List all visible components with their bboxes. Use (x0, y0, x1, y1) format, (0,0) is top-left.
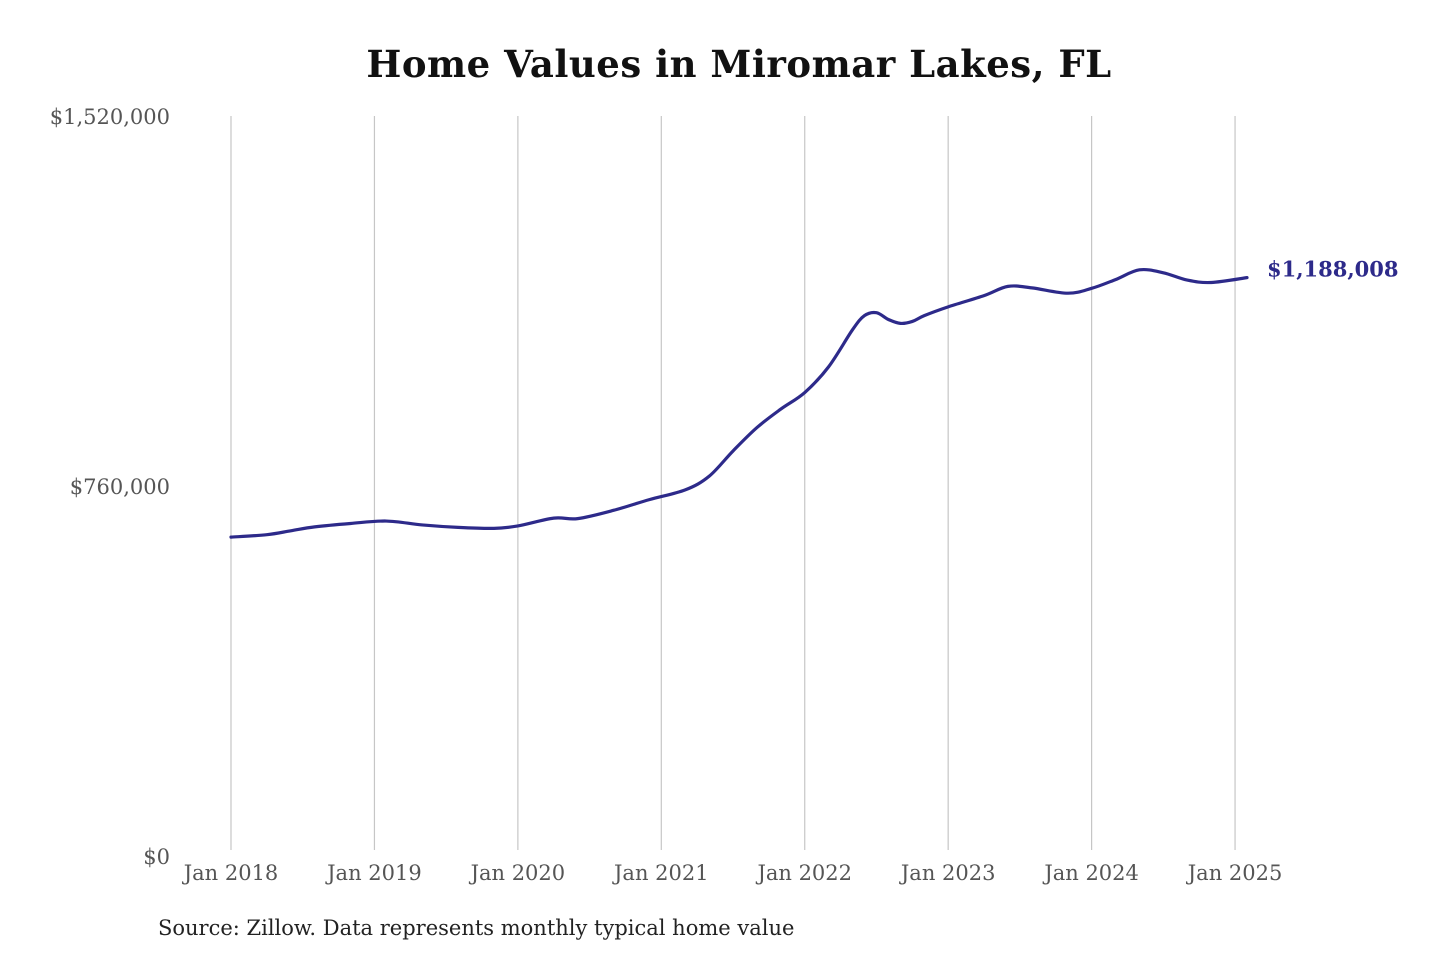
x-tick-label: Jan 2019 (325, 861, 422, 885)
x-tick-label: Jan 2022 (755, 861, 852, 885)
home-value-line (229, 267, 1249, 539)
end-value-label: $1,188,008 (1267, 257, 1399, 282)
gridlines (230, 116, 1236, 850)
y-tick-label: $760,000 (70, 475, 170, 499)
x-tick-label: Jan 2025 (1186, 861, 1283, 885)
y-tick-label: $0 (143, 845, 170, 869)
x-tick-label: Jan 2021 (612, 861, 709, 885)
y-tick-label: $1,520,000 (50, 105, 170, 129)
x-tick-label: Jan 2023 (899, 861, 996, 885)
x-tick-label: Jan 2018 (182, 861, 279, 885)
x-tick-label: Jan 2024 (1042, 861, 1139, 885)
x-tick-label: Jan 2020 (469, 861, 566, 885)
chart-title: Home Values in Miromar Lakes, FL (366, 42, 1112, 86)
x-axis: Jan 2018 Jan 2019 Jan 2020 Jan 2021 Jan 2022… (182, 861, 1283, 885)
y-axis: $1,520,000 $760,000 $0 (50, 105, 170, 869)
series: $1,188,008 (229, 257, 1399, 539)
source-note: Source: Zillow. Data represents monthly … (158, 916, 795, 940)
